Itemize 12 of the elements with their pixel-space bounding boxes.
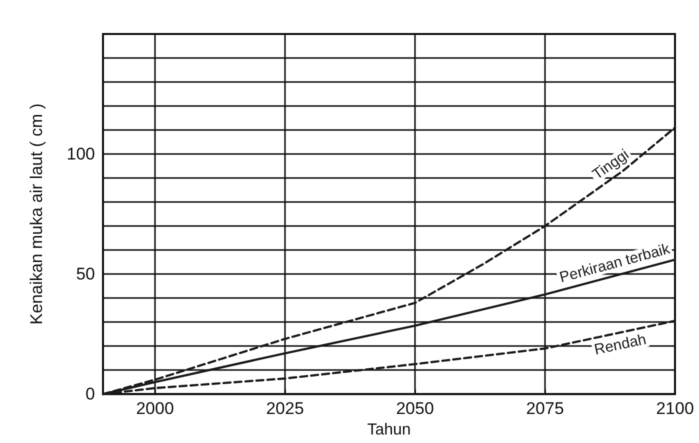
x-axis-title: Tahun [367,422,411,438]
y-axis-title: Kenaikan muka air laut ( cm ) [27,104,46,325]
y-tick-label: 50 [76,264,95,284]
text: Perkiraan terbaik [558,240,672,286]
y-tick-label: 0 [86,384,95,404]
x-tick-label: 2000 [136,399,174,418]
x-tick-label: 2075 [526,399,564,418]
x-tick-label: 2025 [266,399,304,418]
x-tick-label: 2050 [396,399,434,418]
x-tick-label: 2100 [656,399,694,418]
text: Rendah [592,330,648,359]
y-tick-label: 100 [66,144,95,164]
